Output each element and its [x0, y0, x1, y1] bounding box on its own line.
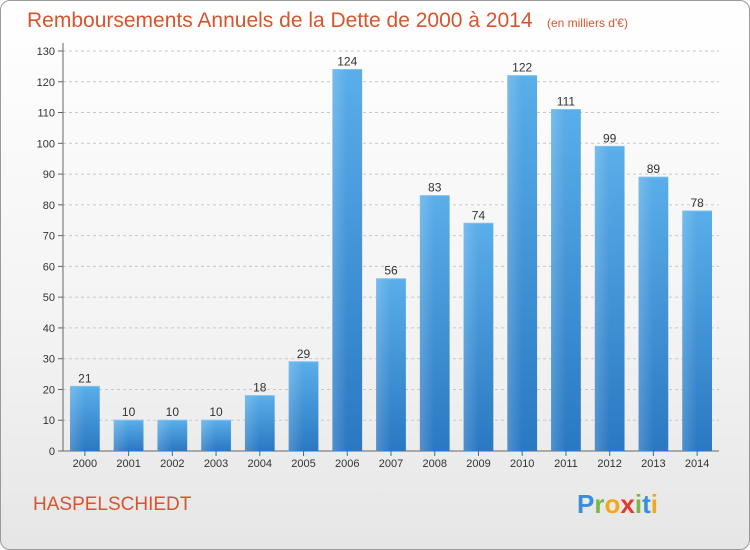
data-label: 74: [472, 208, 486, 222]
logo-letter: r: [594, 489, 605, 519]
bar-highlight: [594, 146, 610, 451]
logo-letter: o: [604, 489, 621, 519]
data-label: 10: [166, 405, 180, 419]
logo-letter: t: [642, 489, 651, 519]
bar-highlight: [682, 211, 698, 451]
bar-highlight: [157, 420, 173, 451]
x-tick-label: 2002: [160, 458, 184, 470]
data-label: 89: [647, 162, 661, 176]
data-label: 18: [253, 381, 267, 395]
x-tick-label: 2013: [641, 458, 665, 470]
y-tick-label: 70: [43, 231, 55, 243]
y-tick-label: 30: [43, 354, 55, 366]
bar-highlight: [113, 420, 129, 451]
y-tick-label: 60: [43, 261, 55, 273]
y-tick-label: 110: [37, 108, 55, 120]
data-label: 10: [209, 405, 223, 419]
data-label: 122: [512, 61, 532, 75]
logo-letter: i: [634, 489, 643, 519]
x-tick-label: 2008: [422, 458, 446, 470]
data-label: 56: [384, 264, 398, 278]
bar-highlight: [376, 278, 391, 451]
data-label: 21: [78, 371, 92, 385]
logo-letter: P: [577, 489, 595, 519]
y-tick-label: 50: [43, 292, 55, 304]
x-tick-label: 2006: [335, 458, 359, 470]
y-tick-label: 0: [49, 446, 55, 458]
y-tick-label: 130: [37, 46, 55, 58]
bar-highlight: [507, 75, 523, 451]
commune-name: HASPELSCHIEDT: [33, 494, 192, 515]
bar-highlight: [638, 177, 654, 451]
data-label: 10: [122, 405, 136, 419]
bar-highlight: [201, 420, 217, 451]
x-tick-label: 2014: [685, 458, 709, 470]
data-labels: 21 10 10 10 18 29 124 56 83 74 122 111 99 89 78: [78, 54, 704, 419]
x-tick-label: 2009: [466, 458, 490, 470]
proxiti-logo: Proxiti: [577, 489, 658, 520]
data-label: 78: [690, 196, 704, 210]
y-tick-label: 40: [43, 323, 55, 335]
data-label: 83: [428, 181, 442, 195]
bar-highlight: [69, 386, 85, 451]
y-tick-label: 120: [37, 77, 55, 89]
logo-letter: i: [650, 489, 658, 519]
x-tick-label: 2011: [554, 458, 578, 470]
bars: [69, 68, 713, 451]
x-tick-label: 2003: [204, 458, 228, 470]
logo-letter: x: [620, 489, 635, 519]
y-tick-label: 20: [43, 384, 55, 396]
data-label: 124: [337, 54, 357, 68]
x-tick-label: 2010: [510, 458, 534, 470]
chart-title: Remboursements Annuels de la Dette de 20…: [27, 9, 533, 32]
x-tick-label: 2007: [379, 458, 403, 470]
bar-highlight: [332, 69, 348, 451]
y-tick-label: 80: [43, 200, 55, 212]
x-tick-label: 2012: [597, 458, 621, 470]
title-row: Remboursements Annuels de la Dette de 20…: [27, 9, 628, 33]
data-label: 29: [297, 347, 311, 361]
y-tick-label: 10: [43, 415, 55, 427]
y-tick-label: 90: [43, 169, 55, 181]
bar-highlight: [244, 395, 260, 451]
bar-highlight: [288, 361, 304, 451]
chart-subtitle: (en milliers d'€): [546, 16, 628, 30]
x-tick-label: 2004: [248, 458, 272, 470]
data-label: 111: [557, 94, 576, 108]
y-tick-label: 100: [37, 138, 55, 150]
x-tick-label: 2001: [116, 458, 140, 470]
bar-highlight: [463, 223, 479, 451]
bar-highlight: [419, 195, 435, 451]
x-tick-label: 2005: [291, 458, 315, 470]
bar-highlight: [551, 109, 566, 451]
data-label: 99: [603, 131, 617, 145]
x-tick-label: 2000: [73, 458, 97, 470]
